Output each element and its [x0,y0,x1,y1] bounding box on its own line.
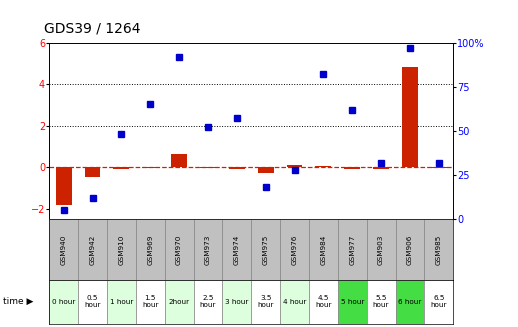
Text: GSM903: GSM903 [378,234,384,265]
Bar [344,167,360,169]
Text: GSM942: GSM942 [90,234,95,265]
Bar [107,280,136,324]
Bar [373,167,389,169]
Text: GSM985: GSM985 [436,234,442,265]
Bar [229,167,244,169]
Bar [280,219,309,280]
Bar [171,154,187,167]
Text: 6.5
hour: 6.5 hour [430,295,447,308]
Bar [222,280,251,324]
Bar [367,219,396,280]
Bar [258,167,274,173]
Text: GSM940: GSM940 [61,234,67,265]
Text: GSM984: GSM984 [320,234,326,265]
Bar [402,67,418,167]
Bar [431,167,447,168]
Bar [286,165,303,167]
Text: GSM976: GSM976 [292,234,297,265]
Bar [113,167,130,169]
Text: GSM970: GSM970 [176,234,182,265]
Text: 1 hour: 1 hour [110,299,133,305]
Bar [49,219,78,280]
Text: GSM977: GSM977 [349,234,355,265]
Text: 0.5
hour: 0.5 hour [84,295,100,308]
Text: GSM969: GSM969 [147,234,153,265]
Bar [194,280,222,324]
Text: 4 hour: 4 hour [283,299,306,305]
Text: 3.5
hour: 3.5 hour [257,295,274,308]
Bar [396,219,424,280]
Bar [280,280,309,324]
Text: 1.5
hour: 1.5 hour [142,295,159,308]
Text: GSM906: GSM906 [407,234,413,265]
Text: GSM974: GSM974 [234,234,240,265]
Text: 0 hour: 0 hour [52,299,75,305]
Bar [367,280,396,324]
Bar [338,280,367,324]
Bar [424,280,453,324]
Text: 2hour: 2hour [168,299,190,305]
Bar [142,167,158,168]
Text: GDS39 / 1264: GDS39 / 1264 [44,22,140,36]
Text: GSM910: GSM910 [118,234,124,265]
Bar [107,219,136,280]
Bar [194,219,222,280]
Text: 5 hour: 5 hour [340,299,364,305]
Text: 4.5
hour: 4.5 hour [315,295,332,308]
Bar [136,280,165,324]
Bar [309,280,338,324]
Bar [309,219,338,280]
Text: 6 hour: 6 hour [398,299,422,305]
Bar [315,166,332,167]
Text: 3 hour: 3 hour [225,299,249,305]
Bar [251,219,280,280]
Bar [200,167,216,168]
Bar [136,219,165,280]
Text: 5.5
hour: 5.5 hour [373,295,390,308]
Bar [165,219,194,280]
Bar [338,219,367,280]
Bar [222,219,251,280]
Bar [396,280,424,324]
Text: time ▶: time ▶ [3,297,33,306]
Text: GSM973: GSM973 [205,234,211,265]
Bar [424,219,453,280]
Bar [78,280,107,324]
Bar [84,167,100,177]
Text: 2.5
hour: 2.5 hour [200,295,216,308]
Bar [251,280,280,324]
Text: GSM975: GSM975 [263,234,269,265]
Bar [165,280,194,324]
Bar [56,167,71,205]
Bar [49,280,78,324]
Bar [78,219,107,280]
